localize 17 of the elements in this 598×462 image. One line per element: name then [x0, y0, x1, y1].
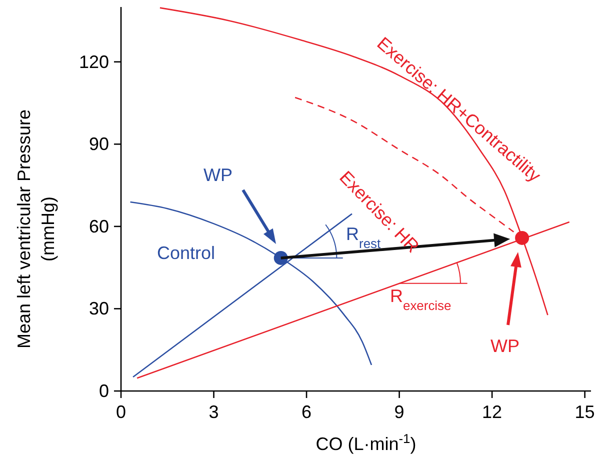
y-tick-label: 120 — [78, 52, 109, 72]
y-axis-title: Mean left ventricular Pressure (mmHg) — [14, 109, 58, 349]
y-tick-label: 0 — [98, 381, 109, 401]
y-tick-label: 90 — [88, 134, 109, 154]
annotation: Control — [156, 243, 216, 263]
annotation: WP — [204, 165, 232, 185]
y-tick-label: 30 — [88, 298, 109, 319]
x-axis-title: CO (L·min$^{-1}$) — [316, 430, 416, 454]
annotation: R$_{exercise}$ — [390, 286, 452, 312]
x-tick-label: 9 — [394, 402, 404, 422]
x-tick-label: 3 — [208, 402, 219, 422]
x-tick-label: 15 — [574, 402, 595, 422]
y-tick-label: 60 — [88, 216, 109, 236]
x-tick-label: 6 — [302, 402, 312, 422]
x-tick-label: 12 — [482, 402, 502, 422]
annotation: WP — [490, 336, 520, 356]
x-tick-label: 0 — [116, 402, 126, 422]
